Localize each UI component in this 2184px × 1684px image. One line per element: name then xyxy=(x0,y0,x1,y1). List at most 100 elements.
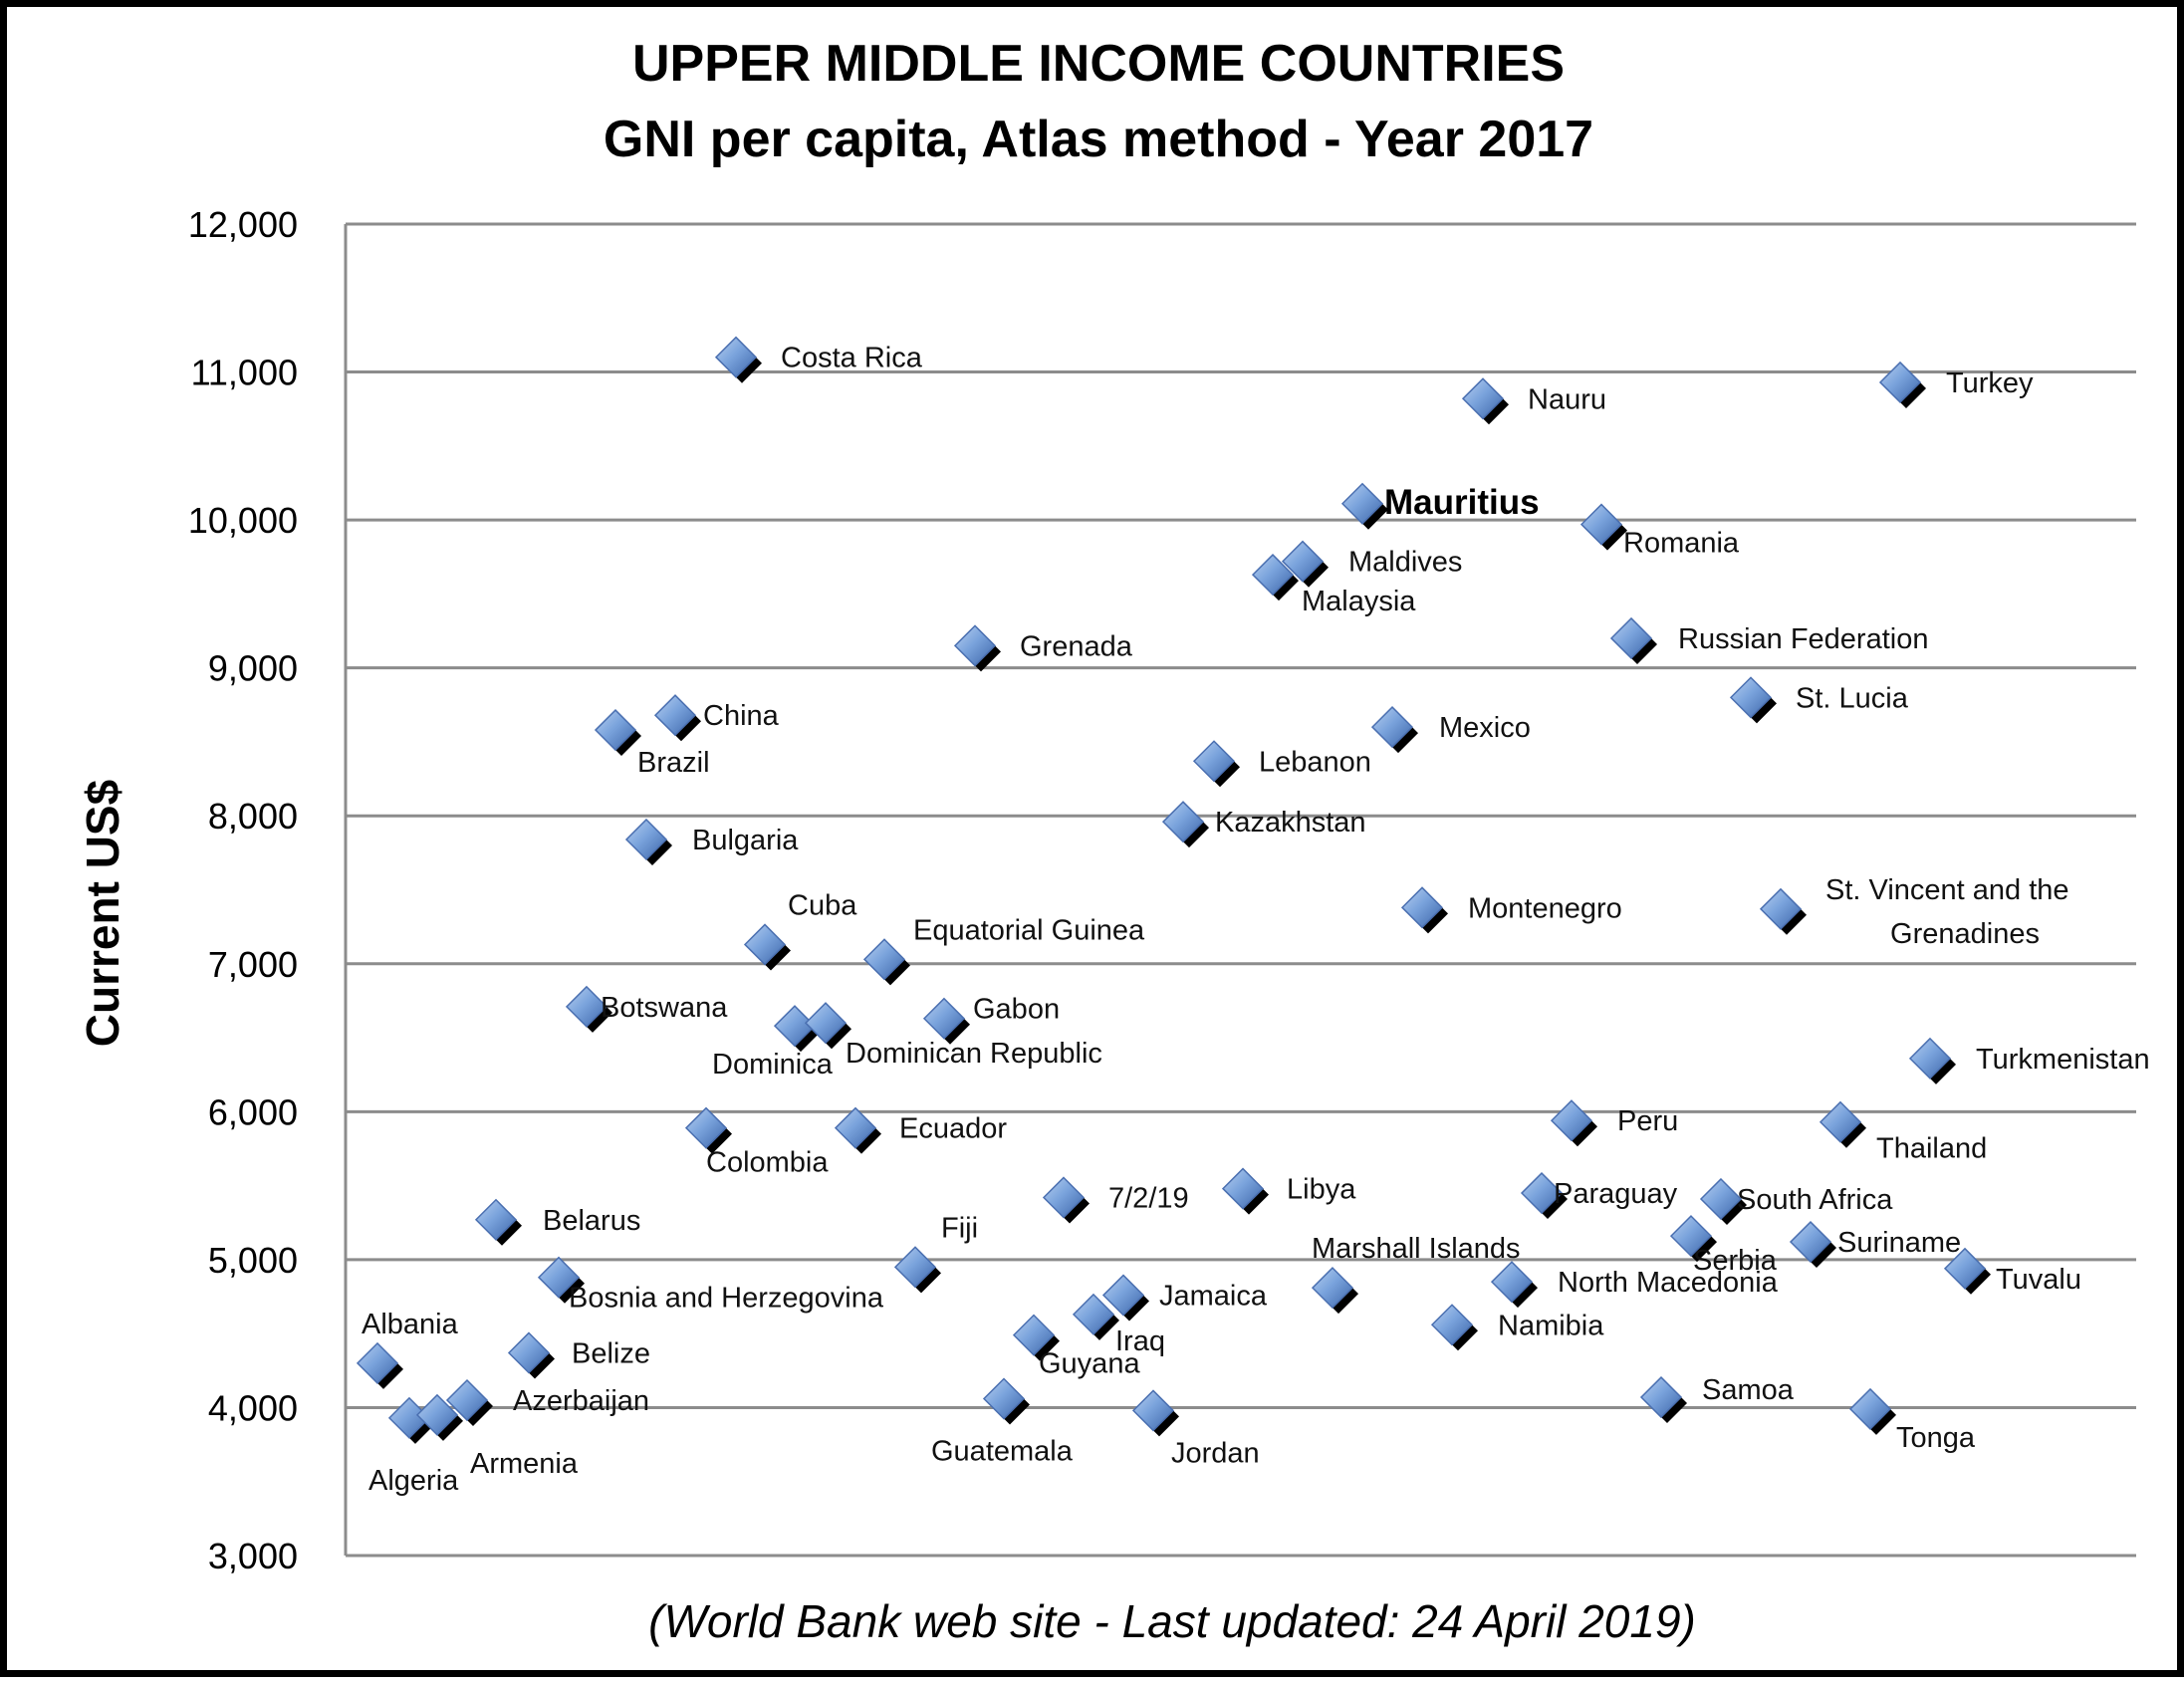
diamond-marker xyxy=(1943,1247,1987,1290)
y-tick-label: 10,000 xyxy=(188,500,298,541)
y-tick-label: 12,000 xyxy=(188,204,298,245)
data-point: Marshall Islands xyxy=(1311,1233,1521,1315)
diamond-marker xyxy=(743,923,787,966)
point-label: Jamaica xyxy=(1159,1281,1268,1313)
data-point: Colombia xyxy=(684,1106,829,1179)
point-label: Ecuador xyxy=(899,1113,1007,1145)
diamond-marker xyxy=(1878,361,1922,404)
data-point: Azerbaijan xyxy=(445,1378,649,1427)
point-label: Grenadines xyxy=(1890,918,2040,950)
point-label: Marshall Islands xyxy=(1312,1233,1521,1265)
point-label: South Africa xyxy=(1737,1184,1893,1216)
data-point: Maldives xyxy=(1281,540,1462,588)
point-label: Romania xyxy=(1623,528,1740,560)
diamond-marker xyxy=(624,818,668,861)
data-point: Samoa xyxy=(1639,1374,1795,1424)
diamond-marker xyxy=(953,624,997,667)
point-label: Grenada xyxy=(1020,630,1133,662)
point-label: Guyana xyxy=(1039,1348,1140,1380)
diamond-marker xyxy=(1012,1314,1056,1356)
data-point: Belarus xyxy=(474,1198,640,1246)
diamond-marker xyxy=(1400,886,1444,929)
data-point: Equatorial Guinea xyxy=(862,914,1145,986)
data-point: Libya xyxy=(1221,1167,1356,1215)
point-label: Belarus xyxy=(543,1205,640,1237)
data-point: Albania xyxy=(356,1309,459,1389)
data-point: Jordan xyxy=(1131,1389,1260,1469)
point-label: Suriname xyxy=(1837,1227,1961,1259)
point-label: Dominican Republic xyxy=(846,1038,1102,1070)
diamond-marker xyxy=(1579,503,1623,546)
diamond-marker xyxy=(684,1106,728,1149)
data-point: Namibia xyxy=(1430,1304,1604,1351)
diamond-marker xyxy=(415,1393,459,1436)
point-label: Malaysia xyxy=(1302,586,1416,617)
data-point: Gabon xyxy=(922,994,1060,1045)
y-tick-label: 4,000 xyxy=(208,1387,298,1428)
diamond-marker xyxy=(1490,1261,1534,1304)
diamond-marker xyxy=(1370,706,1414,749)
data-point: Peru xyxy=(1550,1099,1678,1147)
point-label: North Macedonia xyxy=(1558,1267,1779,1299)
point-label: Tuvalu xyxy=(1996,1264,2081,1296)
point-label: Montenegro xyxy=(1468,892,1622,924)
point-label: Iraq xyxy=(1115,1325,1165,1357)
point-label: Russian Federation xyxy=(1678,623,1928,655)
diamond-marker xyxy=(714,336,758,378)
diamond-marker xyxy=(1729,676,1773,719)
data-point: Thailand xyxy=(1819,1100,1987,1165)
diamond-marker xyxy=(445,1378,489,1422)
diamond-marker xyxy=(1340,482,1384,525)
data-point: Brazil xyxy=(594,708,710,779)
diamond-marker xyxy=(1759,887,1803,930)
diamond-marker xyxy=(982,1377,1026,1420)
diamond-marker xyxy=(1669,1215,1713,1258)
diamond-marker xyxy=(834,1106,877,1149)
point-label: Mauritius xyxy=(1384,483,1540,522)
diamond-marker xyxy=(1699,1177,1743,1221)
data-point: 7/2/19 xyxy=(1042,1176,1189,1224)
point-label: Gabon xyxy=(973,994,1060,1026)
data-point: Lebanon xyxy=(1192,740,1371,788)
data-point: St. Vincent and the Grenadines xyxy=(1759,874,2069,950)
data-point: Jamaica xyxy=(1101,1274,1268,1322)
diamond-marker xyxy=(474,1198,518,1241)
point-label: Paraguay xyxy=(1554,1178,1678,1210)
point-label: Armenia xyxy=(470,1448,579,1480)
data-point: Costa Rica xyxy=(714,336,923,383)
point-label: Costa Rica xyxy=(781,343,923,374)
diamond-marker xyxy=(1848,1387,1892,1430)
point-label: Albania xyxy=(362,1309,459,1340)
data-point: Turkey xyxy=(1878,361,2034,408)
diamond-marker xyxy=(804,1002,848,1045)
diamond-marker xyxy=(1520,1171,1564,1215)
data-point: Nauru xyxy=(1461,377,1606,425)
data-point: South Africa xyxy=(1699,1177,1893,1225)
data-point: Guatemala xyxy=(931,1377,1074,1468)
point-label: Algeria xyxy=(368,1465,459,1497)
diamond-marker xyxy=(356,1341,399,1384)
diamond-marker xyxy=(594,708,637,752)
data-point: Tuvalu xyxy=(1943,1247,2081,1296)
chart-title-line-1: UPPER MIDDLE INCOME COUNTRIES xyxy=(632,35,1565,93)
data-point: Botswana xyxy=(565,985,728,1033)
data-point: Malaysia xyxy=(1251,554,1416,617)
data-points: Albania Algeria Armenia Azerbaijan Belarus Be… xyxy=(356,336,2150,1497)
data-point: Mexico xyxy=(1370,706,1531,754)
point-label: Jordan xyxy=(1171,1437,1260,1469)
point-label: Thailand xyxy=(1876,1133,1987,1165)
data-point: Iraq xyxy=(1072,1293,1165,1357)
point-label: Kazakhstan xyxy=(1215,807,1366,839)
point-label: Fiji xyxy=(941,1212,978,1244)
diamond-marker xyxy=(1609,616,1653,660)
data-point: Russian Federation xyxy=(1609,616,1928,664)
data-point: Serbia xyxy=(1669,1215,1778,1277)
diamond-marker xyxy=(1042,1176,1086,1219)
data-point: Ecuador xyxy=(834,1106,1007,1154)
diamond-marker xyxy=(1311,1267,1354,1310)
gridlines xyxy=(346,222,2136,1558)
diamond-marker xyxy=(1281,540,1325,583)
diamond-marker xyxy=(1819,1100,1862,1143)
data-point: Romania xyxy=(1579,503,1740,560)
source-note: (World Bank web site - Last updated: 24 … xyxy=(648,1595,1696,1647)
